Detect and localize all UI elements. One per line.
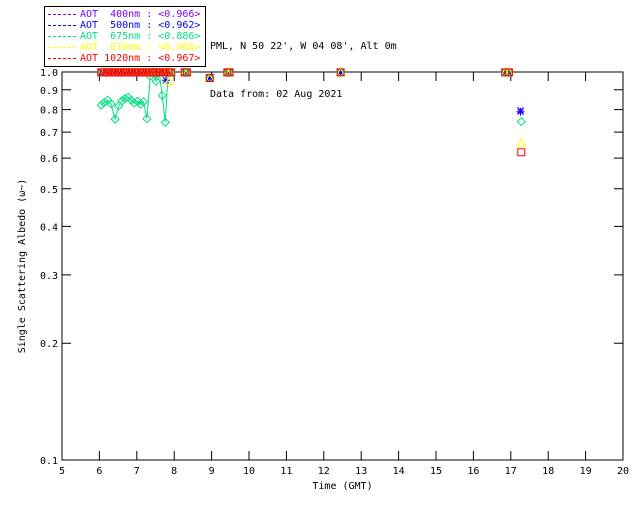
site-header: PML, N 50 22', W 04 08', Alt 0m Data fro… xyxy=(210,7,397,135)
x-tick-label: 15 xyxy=(430,466,442,477)
legend-dash-line xyxy=(48,36,76,37)
y-tick-label: 0.6 xyxy=(40,154,58,165)
data-point-marker xyxy=(151,76,161,87)
series-aot-1020nm xyxy=(97,68,526,157)
y-axis-title: Single Scattering Albedo (ω~) xyxy=(17,179,28,354)
y-tick-label: 0.4 xyxy=(40,222,58,233)
data-point-marker xyxy=(145,71,155,81)
y-tick-label: 0.9 xyxy=(40,86,58,97)
data-point-marker xyxy=(142,113,152,124)
y-tick-label: 0.1 xyxy=(40,456,58,467)
x-tick-label: 18 xyxy=(542,466,554,477)
site-location-text: PML, N 50 22', W 04 08', Alt 0m xyxy=(210,41,397,52)
legend-item-0: AOT 400nm : <0.966> xyxy=(48,9,202,20)
data-point-marker xyxy=(160,117,170,127)
legend-label: AOT 1020nm : <0.967> xyxy=(80,53,201,64)
x-tick-label: 11 xyxy=(280,466,292,477)
series-aot-675nm xyxy=(96,67,526,127)
x-tick-label: 10 xyxy=(243,466,255,477)
data-point-marker xyxy=(504,68,513,77)
data-point-marker xyxy=(517,148,526,157)
legend-dash-line xyxy=(48,47,76,48)
data-point-marker xyxy=(205,74,214,83)
legend-item-1: AOT 500nm : <0.962> xyxy=(48,20,202,31)
legend-label: AOT 675nm : <0.886> xyxy=(80,31,201,42)
legend-item-3: AOT 870nm : <0.966> xyxy=(48,42,202,53)
x-tick-label: 7 xyxy=(134,466,140,477)
data-point-marker xyxy=(516,116,526,127)
axis-ticks xyxy=(61,71,624,461)
data-date-text: Data from: 02 Aug 2021 xyxy=(210,89,343,100)
x-tick-label: 5 xyxy=(59,466,65,477)
y-tick-label: 0.2 xyxy=(40,339,58,350)
x-tick-label: 12 xyxy=(318,466,330,477)
legend-dash-line xyxy=(48,25,76,26)
legend-item-4: AOT 1020nm : <0.967> xyxy=(48,53,202,64)
data-point-marker xyxy=(135,99,146,109)
x-tick-label: 8 xyxy=(171,466,177,477)
data-point-marker xyxy=(157,90,167,101)
legend-box: AOT 400nm : <0.966> AOT 500nm : <0.962> AO… xyxy=(44,6,206,67)
data-point-marker xyxy=(110,114,120,124)
data-point-marker xyxy=(106,99,116,109)
x-tick-label: 19 xyxy=(580,466,592,477)
y-tick-label: 1.0 xyxy=(40,68,58,79)
x-tick-label: 6 xyxy=(96,466,102,477)
x-axis-title: Time (GMT) xyxy=(312,481,372,492)
data-point-marker xyxy=(138,97,149,107)
data-point-marker xyxy=(516,107,525,116)
y-tick-label: 0.8 xyxy=(40,106,58,117)
x-tick-label: 17 xyxy=(505,466,517,477)
y-tick-label: 0.3 xyxy=(40,271,58,282)
data-point-marker xyxy=(336,68,345,77)
data-point-marker xyxy=(129,98,139,108)
data-point-marker xyxy=(516,137,527,147)
y-tick-label: 0.7 xyxy=(40,128,58,139)
x-tick-label: 13 xyxy=(355,466,367,477)
data-point-marker xyxy=(161,76,170,85)
x-tick-label: 20 xyxy=(617,466,629,477)
data-point-marker xyxy=(182,68,191,77)
data-point-marker xyxy=(205,74,214,83)
data-point-marker xyxy=(117,96,127,106)
legend-item-2: AOT 675nm : <0.886> xyxy=(48,31,202,42)
legend-dash-line xyxy=(48,58,76,59)
series-line xyxy=(100,71,172,123)
x-tick-label: 14 xyxy=(393,466,405,477)
y-tick-label: 0.5 xyxy=(40,185,58,196)
legend-dash-line xyxy=(48,14,76,15)
legend-label: AOT 870nm : <0.966> xyxy=(80,42,201,53)
data-point-marker xyxy=(120,93,130,104)
x-tick-label: 9 xyxy=(209,466,215,477)
legend-label: AOT 400nm : <0.966> xyxy=(80,9,201,20)
data-point-marker xyxy=(336,68,345,77)
data-point-marker xyxy=(164,75,174,85)
legend-label: AOT 500nm : <0.962> xyxy=(80,20,201,31)
data-point-marker xyxy=(96,100,106,110)
data-point-marker xyxy=(167,68,176,77)
data-point-marker xyxy=(225,68,234,77)
data-point-marker xyxy=(99,97,109,108)
x-tick-label: 16 xyxy=(467,466,479,477)
